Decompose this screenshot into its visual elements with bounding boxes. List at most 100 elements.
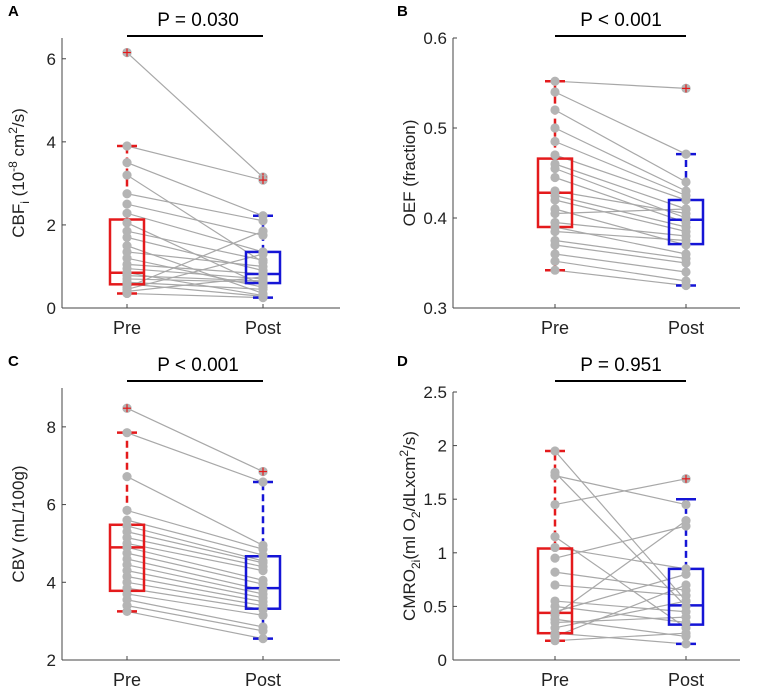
pair-line — [554, 571, 687, 591]
pair-line — [126, 253, 264, 290]
pair-line — [126, 509, 264, 550]
data-point — [681, 267, 691, 277]
data-point — [550, 256, 560, 266]
data-point — [550, 471, 560, 481]
data-point — [681, 499, 691, 510]
pair-line — [554, 573, 687, 613]
y-tick-label: 0 — [438, 651, 447, 670]
data-point — [122, 218, 132, 228]
data-point — [681, 235, 691, 246]
pair-line — [554, 140, 687, 197]
panel-letter: D — [397, 353, 408, 370]
pair-line — [554, 260, 687, 282]
pair-line — [554, 127, 687, 192]
data-point — [258, 634, 268, 644]
y-tick-label: 6 — [47, 496, 56, 515]
p-value-annotation: P = 0.951 — [580, 355, 662, 376]
x-category-label: Pre — [541, 670, 569, 690]
pair-line — [126, 193, 264, 222]
y-tick-label: 0.5 — [423, 597, 447, 616]
x-category-label: Pre — [541, 318, 569, 338]
data-point — [681, 612, 691, 622]
data-point — [550, 249, 560, 259]
p-value-annotation: P < 0.001 — [580, 10, 662, 31]
x-category-label: Post — [245, 318, 281, 338]
pair-line — [126, 267, 264, 280]
data-point — [550, 195, 560, 205]
pair-line — [554, 163, 687, 210]
pair-line — [554, 176, 687, 224]
x-category-label: Pre — [113, 318, 141, 338]
pair-line — [554, 199, 687, 233]
data-point — [681, 149, 691, 159]
y-tick-label: 4 — [47, 133, 56, 152]
pair-line — [126, 236, 264, 272]
pair-line — [126, 276, 264, 292]
data-point — [550, 150, 560, 160]
data-point — [681, 516, 691, 526]
y-tick-label: 0.4 — [423, 209, 447, 228]
pair-line — [126, 605, 264, 632]
data-point — [550, 87, 560, 97]
chart-panel-d: D 0 0.5 1 1.5 2 2.5 Pre Post CMRO2i(ml O2/dLxcm2/… — [397, 353, 740, 690]
data-point — [258, 566, 268, 576]
chart-panel-a: A 0 2 4 6 Pre Post CBFi (10-8 cm2/s) P = 0.030 — [6, 3, 340, 338]
y-tick-label: 0.5 — [423, 119, 447, 138]
y-tick-label: 0.6 — [423, 29, 447, 48]
data-point — [122, 199, 132, 209]
pair-line — [126, 599, 264, 628]
pair-line — [554, 632, 687, 645]
p-value-annotation: P < 0.001 — [157, 355, 239, 376]
pair-line — [554, 600, 687, 629]
data-point — [550, 567, 560, 577]
pair-line — [554, 475, 687, 506]
panel-letter: C — [8, 353, 19, 370]
data-point — [258, 477, 268, 487]
data-point — [258, 626, 268, 636]
data-point — [122, 208, 132, 218]
data-point — [258, 284, 268, 294]
data-point — [550, 580, 560, 590]
data-point — [681, 177, 691, 187]
y-tick-label: 0 — [47, 299, 56, 318]
data-point — [550, 532, 560, 542]
pair-line — [126, 531, 264, 564]
data-point — [681, 195, 691, 205]
data-point — [550, 265, 560, 275]
y-tick-label: 2 — [47, 651, 56, 670]
p-value-annotation: P = 0.030 — [157, 10, 239, 31]
data-point — [122, 606, 132, 617]
data-point — [258, 216, 268, 226]
data-point — [550, 542, 560, 553]
pair-line — [126, 537, 264, 568]
data-point — [122, 471, 132, 482]
pair-line — [554, 546, 687, 570]
pair-line — [126, 525, 264, 562]
data-point — [681, 569, 691, 579]
x-category-label: Post — [668, 670, 704, 690]
pair-line — [554, 525, 687, 559]
data-point — [681, 596, 691, 606]
pair-line — [554, 80, 687, 89]
pair-line — [554, 616, 687, 624]
pair-line — [554, 244, 687, 264]
pair-line — [554, 239, 687, 260]
data-point — [550, 636, 560, 646]
pair-line — [126, 278, 264, 283]
pair-line — [126, 581, 264, 607]
x-category-label: Post — [245, 670, 281, 690]
data-point — [122, 505, 132, 515]
y-tick-label: 4 — [47, 573, 56, 592]
data-point — [122, 158, 132, 168]
pair-line — [554, 536, 687, 629]
data-point — [550, 76, 560, 86]
panel-letter: A — [8, 3, 19, 20]
x-category-label: Pre — [113, 670, 141, 690]
data-point — [550, 553, 560, 563]
pair-line — [126, 593, 264, 616]
data-point — [258, 226, 268, 236]
data-point — [122, 428, 132, 438]
pair-line — [554, 109, 687, 183]
pair-line — [126, 552, 264, 585]
